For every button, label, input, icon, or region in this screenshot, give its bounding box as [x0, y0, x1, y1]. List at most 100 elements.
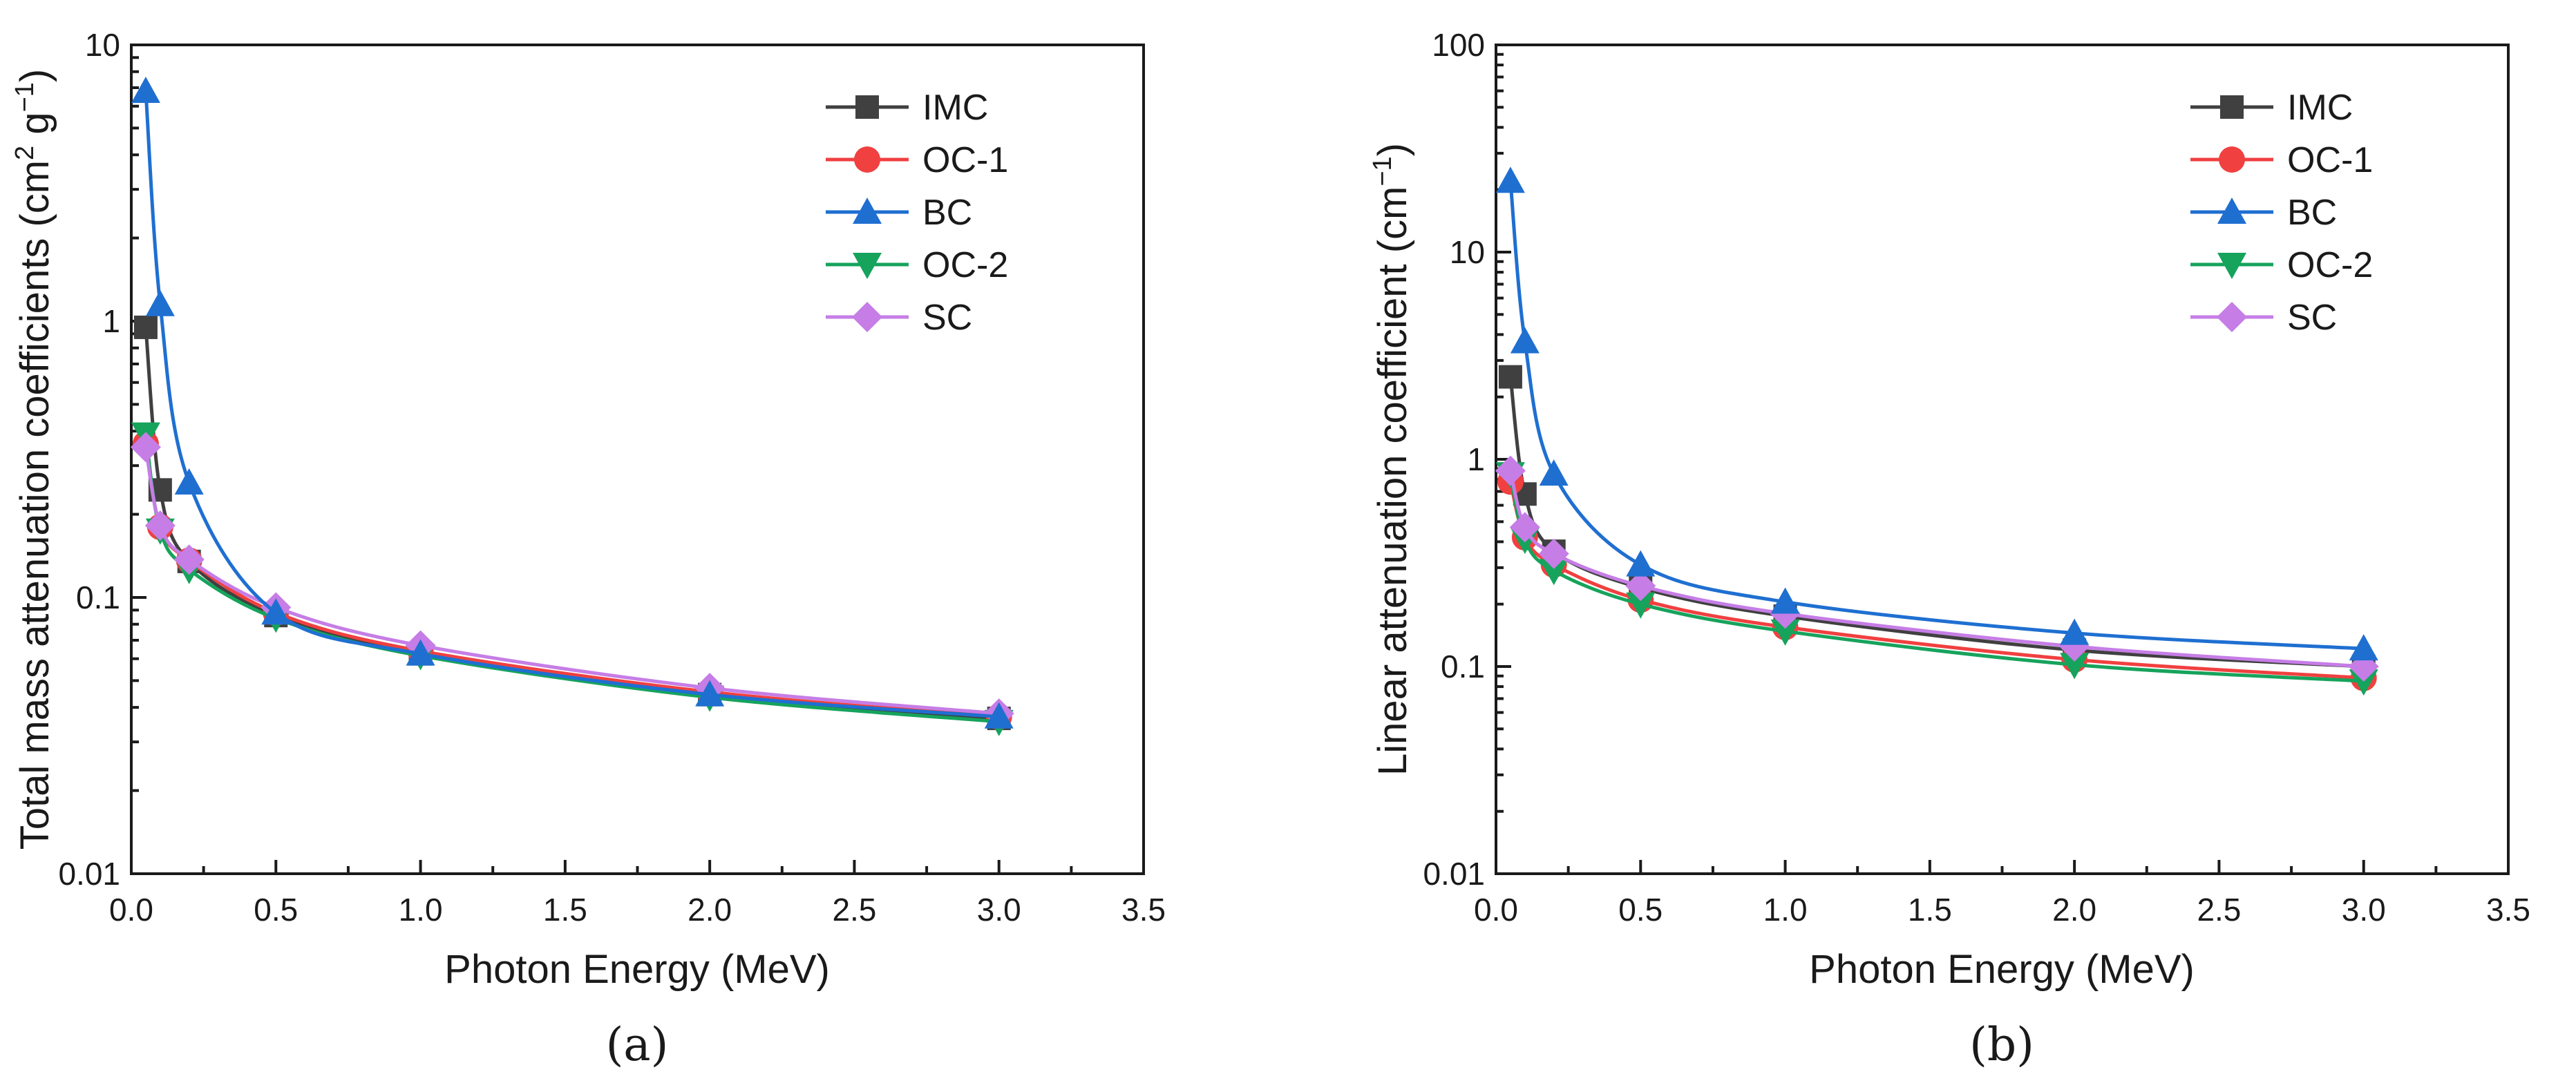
legend-marker-oc-2-b [2217, 253, 2246, 279]
chart-panel-b: 0.0 0.5 1.0 1.5 2.0 2.5 3.0 3.5 0.01 0.1 1 10 100 I… [1368, 27, 2530, 1071]
legend-label-oc-2-a: OC-2 [922, 245, 1008, 285]
y-axis-label-a-end: ) [12, 69, 57, 82]
x-tick-label-a: 0.5 [254, 892, 298, 928]
legend-marker-imc-b [2220, 95, 2244, 119]
legend-item-sc-b: SC [2190, 298, 2337, 338]
series-line-imc-b [1508, 376, 2364, 669]
data-point-bc-a [695, 680, 725, 707]
series-oc-2-a [131, 422, 1014, 736]
data-point-oc-2-b [1539, 559, 1569, 586]
data-point-sc-b [1538, 538, 1569, 569]
y-axis-label-a-sup1: 2 [10, 146, 39, 160]
x-axis-label-a: Photon Energy (MeV) [444, 947, 830, 992]
data-point-oc-2-b [2060, 653, 2090, 680]
x-tick-label-b: 3.5 [2486, 892, 2530, 928]
data-point-oc-2-b [1626, 592, 1656, 619]
data-point-sc-a [130, 432, 161, 463]
y-axis-label-b: Linear attenuation coefficient (cm−1) [1368, 143, 1415, 776]
y-tick-label-a: 0.1 [76, 579, 120, 615]
legend-marker-oc-1-a [854, 146, 880, 173]
data-point-imc-a [133, 315, 158, 339]
data-point-sc-b [1625, 571, 1656, 602]
data-point-sc-a [173, 544, 205, 575]
data-point-bc-a [174, 468, 204, 495]
x-tick-label-b: 1.0 [1763, 892, 1808, 928]
legend-item-oc-2-a: OC-2 [826, 245, 1008, 285]
legend-label-oc-1-a: OC-1 [922, 140, 1008, 180]
legend-item-bc-b: BC [2190, 193, 2337, 233]
data-point-bc-a [261, 598, 291, 625]
legend-item-oc-1-b: OC-1 [2190, 140, 2373, 180]
legend-label-bc-b: BC [2287, 193, 2337, 233]
legend-item-sc-a: SC [826, 298, 972, 338]
data-point-bc-b [1626, 550, 1656, 577]
legend-label-oc-2-b: OC-2 [2287, 245, 2373, 285]
y-axis-label-a-sup2: −1 [10, 82, 39, 112]
series-line-sc-b [1508, 470, 2364, 669]
series-imc-a [133, 315, 1011, 731]
legend-marker-sc-b [2217, 302, 2247, 332]
x-tick-label-a: 1.0 [399, 892, 443, 928]
series-line-oc-2-b [1508, 473, 2364, 683]
legend-item-imc-b: IMC [2190, 88, 2353, 128]
data-point-sc-a [144, 510, 176, 541]
legend-marker-bc-a [853, 198, 882, 224]
series-sc-b [1495, 455, 2379, 682]
y-tick-label-a: 0.01 [58, 856, 120, 892]
y-tick-label-b: 10 [1450, 234, 1485, 270]
x-tick-label-b: 2.5 [2197, 892, 2241, 928]
data-point-bc-b [1495, 166, 1525, 193]
x-tick-label-a: 2.5 [832, 892, 876, 928]
data-point-bc-b [2349, 634, 2378, 661]
x-tick-label-b: 3.0 [2342, 892, 2386, 928]
series-sc-a [130, 432, 1014, 729]
data-point-bc-b [2060, 618, 2090, 645]
x-tick-label-a: 2.0 [688, 892, 732, 928]
legend-item-bc-a: BC [826, 193, 972, 233]
y-axis-label-b-sup1: −1 [1368, 156, 1397, 186]
y-tick-label-b: 1 [1467, 441, 1485, 477]
series-line-imc-a [144, 327, 999, 720]
data-point-imc-b [1498, 365, 1522, 389]
series-group-a [130, 76, 1014, 736]
legend-label-sc-b: SC [2287, 298, 2337, 338]
data-point-sc-b [1495, 455, 1526, 486]
y-axis-label-a-mid: g [12, 112, 57, 145]
legend-marker-imc-a [855, 95, 879, 119]
series-bc-a [131, 76, 1014, 729]
x-tick-label-b: 2.0 [2052, 892, 2096, 928]
series-bc-b [1495, 166, 2378, 661]
data-point-bc-a [131, 76, 160, 103]
legend-label-oc-1-b: OC-1 [2287, 140, 2373, 180]
data-point-sc-b [1509, 512, 1540, 543]
series-oc-1-a [132, 430, 1012, 730]
legend-label-sc-a: SC [922, 298, 972, 338]
legend-item-oc-2-b: OC-2 [2190, 245, 2373, 285]
y-axis-label-a: Total mass attenuation coefficients (cm2… [10, 69, 57, 850]
legend-item-oc-1-a: OC-1 [826, 140, 1008, 180]
data-point-bc-b [1770, 587, 1800, 614]
x-tick-label-a: 0.0 [109, 892, 153, 928]
series-line-oc-1-b [1508, 481, 2364, 680]
x-tick-label-a: 3.5 [1121, 892, 1166, 928]
series-group-b [1495, 166, 2379, 696]
y-axis-label-b-main: Linear attenuation coefficient (cm [1370, 186, 1415, 776]
x-tick-label-b: 1.5 [1908, 892, 1952, 928]
legend-a: IMC OC-1 BC OC-2 SC [826, 88, 1008, 338]
x-axis-label-b: Photon Energy (MeV) [1809, 947, 2195, 992]
y-tick-label-a: 10 [85, 27, 120, 63]
panel-label-a: (a) [606, 1018, 669, 1071]
data-point-bc-b [1539, 459, 1569, 486]
legend-marker-oc-1-b [2219, 146, 2245, 173]
series-line-sc-a [144, 446, 999, 716]
x-tick-label-a: 1.5 [543, 892, 587, 928]
legend-marker-bc-b [2217, 198, 2246, 224]
data-point-oc-2-b [2349, 669, 2378, 696]
y-ticks-a: 0.01 0.1 1 10 [58, 27, 146, 892]
legend-label-imc-a: IMC [922, 88, 988, 128]
data-point-oc-2-b [1770, 619, 1800, 646]
legend-b: IMC OC-1 BC OC-2 SC [2190, 88, 2373, 338]
data-point-bc-b [1510, 327, 1540, 354]
legend-item-imc-a: IMC [826, 88, 988, 128]
x-tick-label-b: 0.5 [1618, 892, 1663, 928]
